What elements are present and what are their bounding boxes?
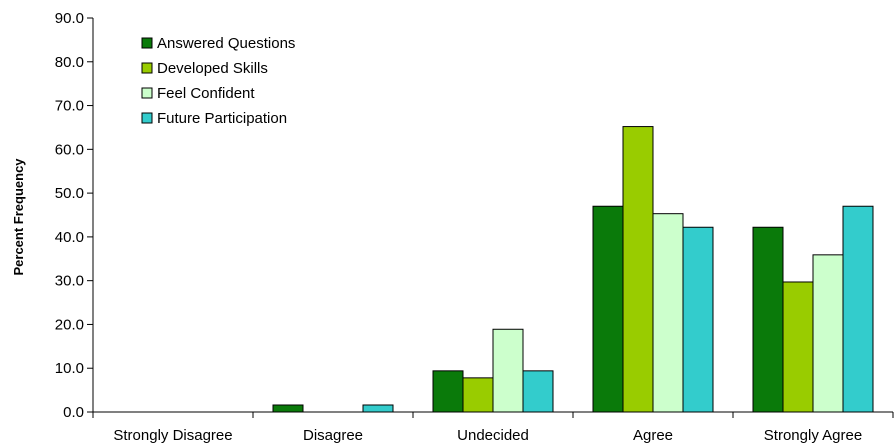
y-tick-label: 80.0 — [55, 54, 84, 71]
legend-label: Future Participation — [157, 110, 287, 127]
y-tick-label: 60.0 — [55, 141, 84, 158]
y-tick-label: 30.0 — [55, 273, 84, 290]
y-tick-label: 0.0 — [63, 404, 84, 421]
y-axis-ticks: 0.0 10.0 20.0 30.0 40.0 50.0 60.0 70.0 80.0 90.0 — [55, 10, 93, 421]
bar-feel-confident-agree — [652, 213, 684, 413]
legend-label: Answered Questions — [157, 35, 295, 52]
y-tick-label: 90.0 — [55, 10, 84, 27]
y-axis-label: Percent Frequency — [11, 158, 26, 276]
x-category-label: Disagree — [303, 427, 363, 444]
bar-developed-skills-strongly-agree — [782, 281, 814, 413]
bar-answered-questions-disagree — [272, 404, 304, 413]
bar-feel-confident-strongly-agree — [812, 254, 844, 413]
x-category-label: Undecided — [457, 427, 529, 444]
bar-future-participation-strongly-agree — [842, 205, 874, 413]
bar-future-participation-agree — [682, 226, 714, 413]
legend-swatch — [141, 87, 153, 99]
axes — [92, 18, 894, 418]
x-category-label: Strongly Agree — [764, 427, 862, 444]
bar-future-participation-disagree — [362, 404, 394, 413]
x-category-label: Agree — [633, 427, 673, 444]
x-axis-categories: Strongly Disagree Disagree Undecided Agree S… — [113, 427, 862, 444]
bar-answered-questions-undecided — [432, 370, 464, 413]
y-tick-label: 50.0 — [55, 185, 84, 202]
bar-developed-skills-agree — [622, 126, 654, 413]
y-tick-label: 70.0 — [55, 98, 84, 115]
legend-swatch — [141, 112, 153, 124]
legend-label: Feel Confident — [157, 85, 255, 102]
y-tick-label: 10.0 — [55, 360, 84, 377]
bar-future-participation-undecided — [522, 370, 554, 413]
legend: Answered Questions Developed Skills Feel C… — [141, 35, 295, 127]
bar-answered-questions-agree — [592, 205, 624, 413]
x-category-label: Strongly Disagree — [113, 427, 232, 444]
bar-feel-confident-undecided — [492, 328, 524, 413]
bar-developed-skills-undecided — [462, 377, 494, 413]
legend-swatch — [141, 62, 153, 74]
bar-answered-questions-strongly-agree — [752, 226, 784, 413]
y-tick-label: 20.0 — [55, 316, 84, 333]
bars — [272, 126, 874, 413]
legend-label: Developed Skills — [157, 60, 268, 77]
y-tick-label: 40.0 — [55, 229, 84, 246]
legend-swatch — [141, 37, 153, 49]
